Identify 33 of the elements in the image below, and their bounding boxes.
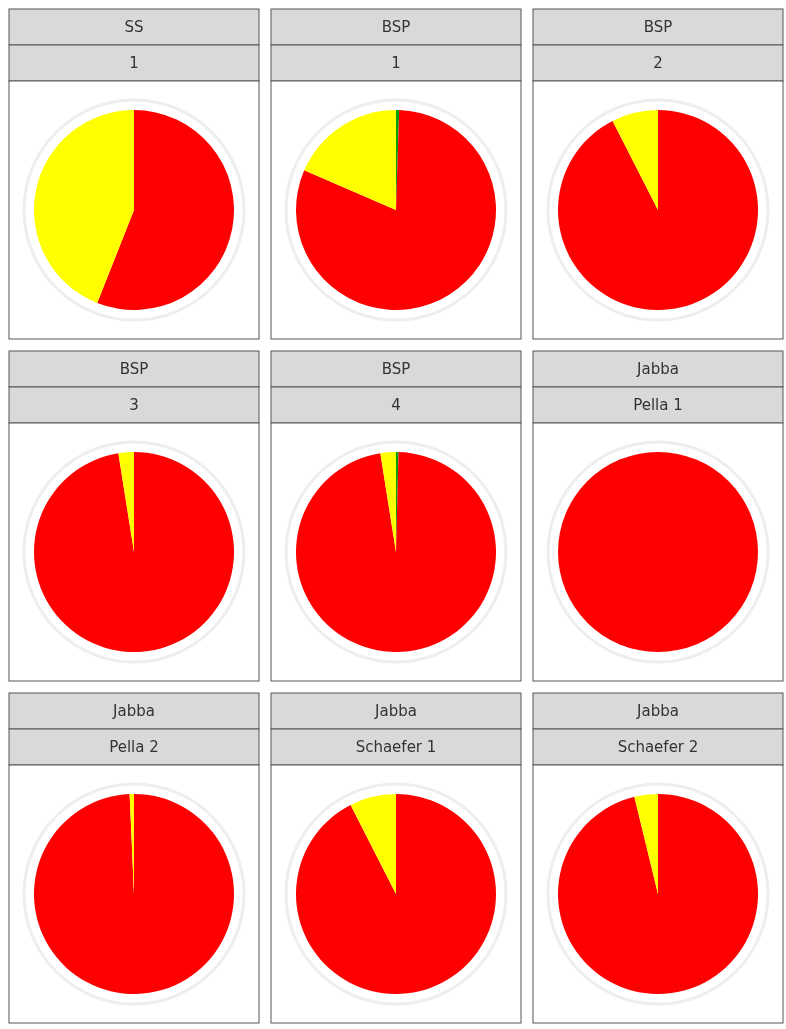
pie-slice [34,452,234,652]
chart-subtitle: 3 [129,396,139,415]
chart-subtitle: 4 [391,396,401,415]
chart-title: Jabba [636,360,679,379]
pie-slice [118,452,134,552]
chart-title: BSP [381,18,411,37]
pie-slice [380,452,396,552]
pie-slice [612,110,658,210]
chart-title: BSP [119,360,149,379]
chart-title: SS [124,18,144,37]
chart-title: BSP [381,360,411,379]
pie-slice [296,452,496,652]
pie-slice [296,794,496,994]
pie-slice [34,110,134,303]
pie-slice [558,794,758,994]
chart-subtitle: Schaefer 2 [617,738,699,757]
chart-subtitle: 1 [391,54,401,73]
chart-subtitle: 1 [129,54,139,73]
chart-title: Jabba [374,702,417,721]
pie-slice [558,110,758,310]
chart-title: BSP [643,18,673,37]
pie-slice [97,110,234,310]
chart-title: Jabba [112,702,155,721]
pie-slice [304,110,396,210]
chart-subtitle: 2 [653,54,663,73]
chart-title: Jabba [636,702,679,721]
pie-slice [296,110,496,310]
chart-subtitle: Pella 1 [633,396,683,415]
pie-slice [34,794,234,994]
pie-slice [634,794,658,894]
chart-subtitle: Pella 2 [109,738,159,757]
chart-subtitle: Schaefer 1 [355,738,437,757]
pie-slice [350,794,396,894]
